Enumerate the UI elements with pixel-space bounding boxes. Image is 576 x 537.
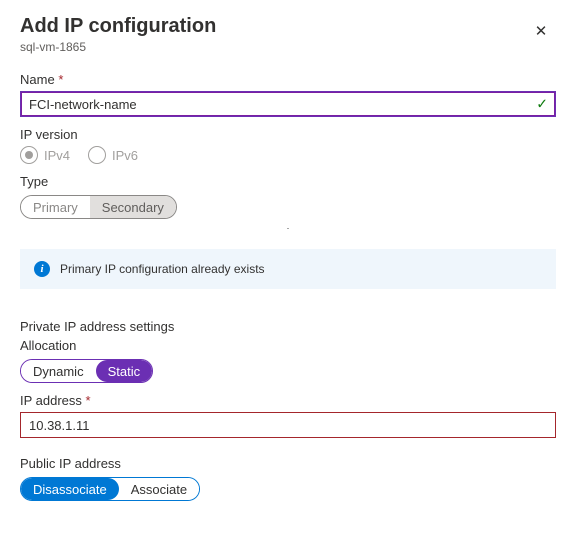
required-mark: * — [58, 72, 63, 87]
ip-version-label: IP version — [20, 127, 556, 142]
radio-label: IPv6 — [112, 148, 138, 163]
type-option-secondary: Secondary — [90, 196, 176, 218]
panel-header: Add IP configuration sql-vm-1865 ✕ — [20, 14, 556, 54]
panel-subtitle: sql-vm-1865 — [20, 40, 216, 54]
ip-version-radios: IPv4 IPv6 — [20, 146, 556, 164]
radio-icon — [20, 146, 38, 164]
ip-address-label-text: IP address — [20, 393, 82, 408]
public-ip-disassociate[interactable]: Disassociate — [21, 478, 119, 500]
radio-ipv6: IPv6 — [88, 146, 138, 164]
ellipsis-icon: . — [20, 221, 556, 227]
radio-label: IPv4 — [44, 148, 70, 163]
close-button[interactable]: ✕ — [526, 16, 556, 46]
type-label: Type — [20, 174, 556, 189]
allocation-label: Allocation — [20, 338, 556, 353]
ip-version-group: IP version IPv4 IPv6 — [20, 127, 556, 164]
info-banner: i Primary IP configuration already exist… — [20, 249, 556, 289]
name-field-group: Name * ✓ — [20, 72, 556, 117]
public-ip-label: Public IP address — [20, 456, 556, 471]
type-group: Type Primary Secondary — [20, 174, 556, 219]
allocation-static[interactable]: Static — [96, 360, 153, 382]
public-ip-associate[interactable]: Associate — [119, 478, 199, 500]
add-ip-config-panel: Add IP configuration sql-vm-1865 ✕ Name … — [0, 0, 576, 521]
radio-ipv4: IPv4 — [20, 146, 70, 164]
allocation-dynamic[interactable]: Dynamic — [21, 360, 96, 382]
ip-address-label: IP address * — [20, 393, 556, 408]
name-input[interactable] — [20, 91, 556, 117]
public-ip-group: Public IP address Disassociate Associate — [20, 456, 556, 501]
name-label: Name * — [20, 72, 556, 87]
panel-title: Add IP configuration — [20, 14, 216, 38]
public-ip-toggle[interactable]: Disassociate Associate — [20, 477, 200, 501]
type-option-primary: Primary — [21, 196, 90, 218]
close-icon: ✕ — [535, 23, 548, 40]
info-text: Primary IP configuration already exists — [60, 262, 265, 276]
header-text-block: Add IP configuration sql-vm-1865 — [20, 14, 216, 54]
radio-icon — [88, 146, 106, 164]
allocation-toggle[interactable]: Dynamic Static — [20, 359, 153, 383]
allocation-group: Allocation Dynamic Static — [20, 338, 556, 383]
ip-address-input[interactable] — [20, 412, 556, 438]
ip-address-group: IP address * — [20, 393, 556, 438]
type-toggle: Primary Secondary — [20, 195, 177, 219]
name-label-text: Name — [20, 72, 55, 87]
info-icon: i — [34, 261, 50, 277]
name-input-wrap: ✓ — [20, 91, 556, 117]
required-mark: * — [86, 393, 91, 408]
private-ip-heading: Private IP address settings — [20, 319, 556, 334]
